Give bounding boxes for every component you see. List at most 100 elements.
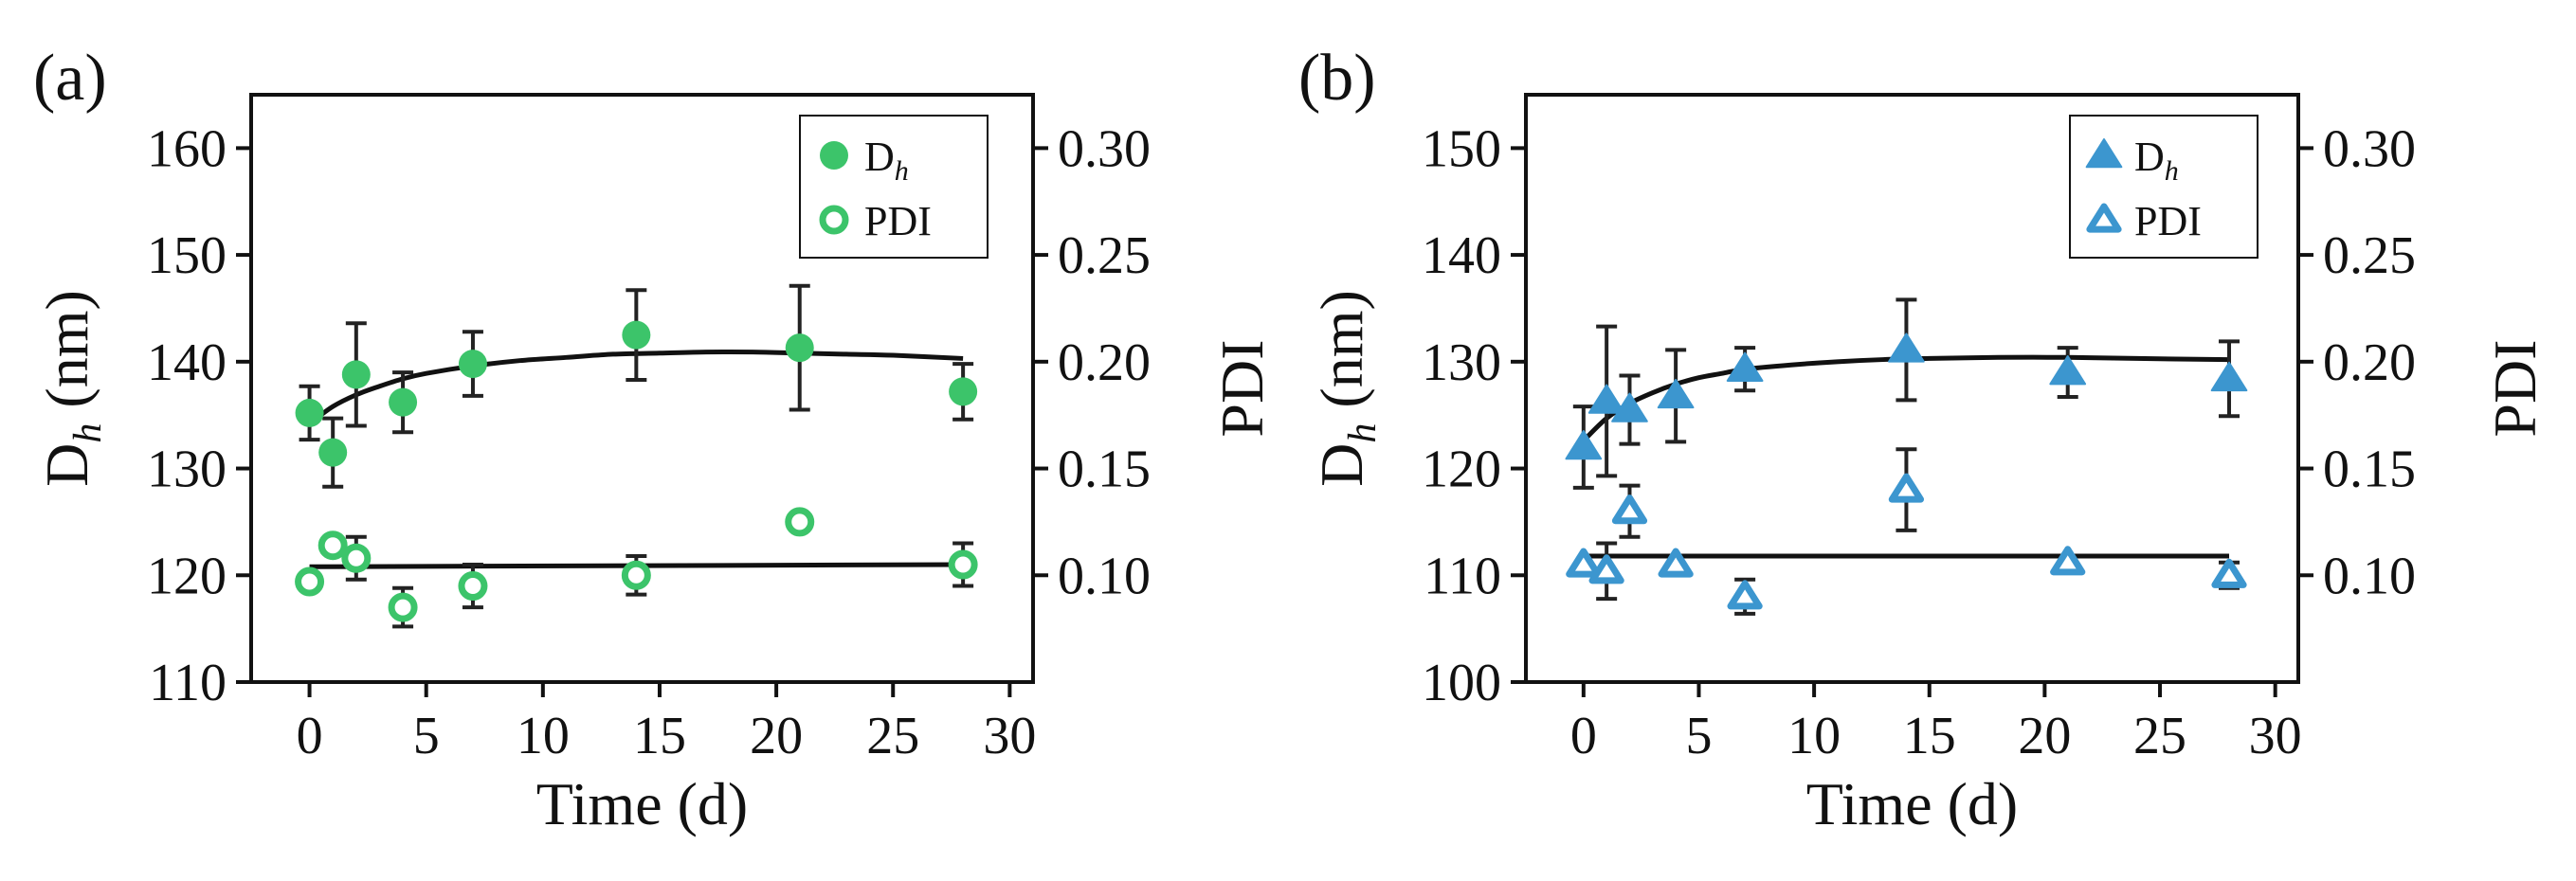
- panel-b-legend-label-main: D: [2134, 134, 2165, 180]
- panel-a-legend: Dh PDI: [799, 115, 989, 259]
- panel-a-pdi-point: [458, 571, 488, 602]
- panel-b-dh-fit-line: [1582, 354, 2230, 443]
- panel-b-y-left-tick-label: 100: [1422, 654, 1501, 712]
- panel-a-pdi-point: [341, 543, 372, 573]
- panel-b-x-tick-label: 10: [1787, 707, 1841, 765]
- panel-b-y-left-title-sub: h: [1341, 423, 1385, 443]
- panel-b-y-left-title-main: D: [1308, 443, 1375, 487]
- panel-b-x-tick-label: 0: [1570, 707, 1597, 765]
- panel-a-legend-label-main: D: [864, 134, 895, 180]
- panel-b-dh-point: [1726, 351, 1764, 382]
- panel-a-x-tick-label: 25: [866, 707, 919, 765]
- panel-b-x-tick-label: 25: [2133, 707, 2186, 765]
- panel-a: (a) 0 5 10 15 20 25 30 Time (d) 110 120 130 140 150 16…: [33, 42, 1276, 837]
- panel-a-plot-frame: [249, 93, 1035, 684]
- panel-a-y-left-tick-label: 120: [147, 547, 227, 605]
- panel-b-pdi-point: [1727, 580, 1763, 610]
- panel-a-y-left-tick-label: 160: [147, 119, 227, 178]
- panel-b-y-right-tick-label: 0.25: [2323, 226, 2416, 285]
- panel-a-x-tick-label: 5: [413, 707, 440, 765]
- panel-a-x-tick-label: 0: [297, 707, 323, 765]
- panel-b-pdi-point: [2211, 558, 2247, 588]
- panel-b: (b) 0 5 10 15 20 25 30 Time (d) 100 110 120 130 140 15…: [1298, 42, 2549, 837]
- panel-a-y-left-axis-title: Dh (nm): [33, 290, 110, 487]
- panel-b-y-left-tick-label: 110: [1424, 547, 1501, 605]
- panel-b-legend-frame: [2069, 115, 2259, 259]
- panel-b-legend-label-main: PDI: [2134, 198, 2202, 244]
- panel-b-y-right-axis-title: PDI: [2481, 339, 2549, 437]
- panel-a-y-left-tick-label: 130: [147, 440, 227, 499]
- panel-a-y-left-title-unit: (nm): [33, 290, 100, 423]
- panel-b-dh-point: [2210, 361, 2248, 392]
- panel-a-pdi-point: [295, 566, 325, 597]
- panel-b-y-left-tick-label: 150: [1422, 119, 1501, 178]
- panel-b-pdi-point: [1611, 494, 1648, 525]
- panel-a-y-left-tick-label: 150: [147, 226, 227, 285]
- panel-b-dh-point: [1657, 378, 1695, 409]
- panel-a-y-left-tick-label: 110: [149, 654, 227, 712]
- panel-b-pdi-point: [1658, 548, 1694, 578]
- panel-b-legend-label-sub: h: [2165, 155, 2179, 187]
- panel-b-pdi-point: [1888, 473, 1925, 503]
- panel-a-dh-point: [295, 398, 324, 427]
- panel-b-y-right-tick-label: 0.20: [2323, 333, 2416, 392]
- panel-a-y-left-tick-label: 140: [147, 333, 227, 392]
- panel-b-x-tick-label: 15: [1903, 707, 1956, 765]
- panel-a-y-right-tick-label: 0.15: [1058, 440, 1151, 499]
- panel-a-dh-point: [341, 360, 371, 389]
- panel-a-x-axis-title: Time (d): [536, 770, 748, 837]
- panel-a-dh-point: [389, 387, 418, 417]
- panel-a-legend-marker: [819, 205, 849, 235]
- panel-b-x-axis-title: Time (d): [1806, 770, 2018, 837]
- panel-a-dh-fit-line: [308, 350, 964, 426]
- panel-a-x-tick-label: 15: [633, 707, 686, 765]
- panel-b-dh-point: [2049, 355, 2087, 386]
- panel-a-y-right-tick-label: 0.20: [1058, 333, 1151, 392]
- panel-a-pdi-point: [317, 530, 348, 561]
- panel-b-y-right-tick-label: 0.30: [2323, 119, 2416, 178]
- panel-b-pdi-point: [1566, 548, 1602, 578]
- panel-b-dh-point: [1587, 384, 1625, 414]
- panel-b-y-right-tick-label: 0.15: [2323, 440, 2416, 499]
- panel-a-dh-point: [622, 320, 651, 350]
- panel-b-y-left-axis-title: Dh (nm): [1308, 290, 1385, 487]
- panel-b-plot-frame: [1524, 93, 2300, 684]
- panel-a-x-tick-label: 10: [517, 707, 570, 765]
- panel-b-x-tick-label: 30: [2249, 707, 2302, 765]
- panel-b-x-tick-label: 5: [1685, 707, 1712, 765]
- panel-b-label: (b): [1298, 42, 1376, 115]
- panel-a-y-left-title-sub: h: [66, 423, 110, 443]
- panel-a-legend-label-main: PDI: [864, 198, 932, 244]
- panel-b-legend-marker: [2085, 138, 2123, 169]
- panel-a-y-right-axis-title: PDI: [1208, 339, 1276, 437]
- panel-b-legend: Dh PDI: [2069, 115, 2259, 259]
- panel-b-y-left-tick-label: 140: [1422, 226, 1501, 285]
- panel-b-dh-point: [1888, 333, 1925, 363]
- panel-b-x-tick-label: 20: [2018, 707, 2071, 765]
- panel-b-legend-marker: [2086, 203, 2122, 233]
- panel-a-legend-label: Dh: [864, 134, 909, 187]
- panel-a-y-right-tick-label: 0.10: [1058, 547, 1151, 605]
- panel-a-pdi-point: [388, 592, 418, 622]
- panel-a-pdi-point: [785, 507, 815, 537]
- panel-a-pdi-point: [621, 560, 651, 590]
- panel-b-y-left-title-unit: (nm): [1308, 290, 1375, 423]
- panel-b-dh-point: [1565, 430, 1603, 460]
- panel-a-y-right-tick-label: 0.25: [1058, 226, 1151, 285]
- panel-b-pdi-point: [2050, 546, 2086, 576]
- panel-b-y-right-tick-label: 0.10: [2323, 547, 2416, 605]
- panel-a-legend-label-sub: h: [895, 155, 909, 187]
- panel-b-legend-label: Dh: [2134, 134, 2179, 187]
- panel-a-y-right-tick-label: 0.30: [1058, 119, 1151, 178]
- panel-a-x-tick-label: 30: [983, 707, 1036, 765]
- panel-b-pdi-point: [1588, 554, 1624, 584]
- panel-a-label: (a): [33, 42, 107, 115]
- panel-a-dh-point: [458, 350, 487, 379]
- panel-a-dh-point: [785, 333, 814, 363]
- panel-a-dh-point: [949, 377, 978, 406]
- panel-a-dh-point: [318, 438, 348, 467]
- panel-a-x-tick-label: 20: [750, 707, 803, 765]
- panel-a-legend-marker: [820, 141, 848, 170]
- panel-a-legend-label: PDI: [864, 198, 932, 244]
